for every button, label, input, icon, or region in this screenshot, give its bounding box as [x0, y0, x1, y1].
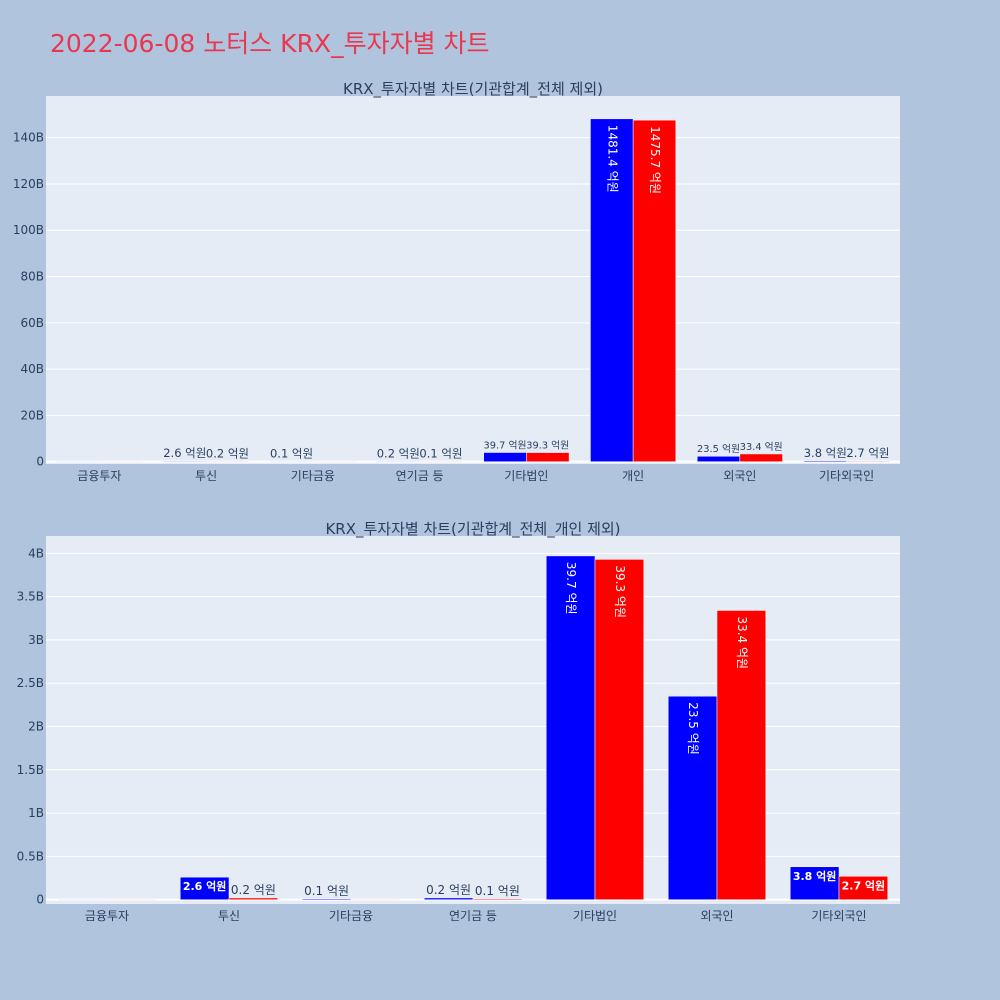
y-tick-label: 2B: [28, 719, 44, 733]
y-tick-label: 4B: [28, 546, 44, 560]
bar: [56, 461, 100, 463]
data-label: 39.3 억원: [613, 565, 627, 618]
bar: [228, 897, 279, 900]
bar: [163, 460, 207, 462]
bar: [423, 897, 474, 900]
data-label: 0.2 억원: [231, 883, 276, 897]
x-tick-label: 투신: [195, 469, 217, 483]
bar: [205, 461, 250, 463]
bar: [838, 876, 889, 900]
bar: [106, 899, 157, 901]
y-tick-label: 0: [36, 455, 44, 469]
x-tick-label: 외국인: [700, 909, 733, 923]
bar: [376, 461, 420, 463]
bar: [99, 461, 143, 463]
data-label: 33.4 억원: [740, 441, 783, 453]
bar: [667, 695, 718, 900]
x-tick-label: 기타외국인: [811, 909, 866, 923]
bar: [696, 455, 741, 462]
y-tick-label: 60B: [20, 316, 44, 330]
data-label: 39.3 억원: [526, 440, 569, 452]
data-label: 0.1 억원: [304, 884, 349, 898]
bar: [594, 559, 645, 900]
data-label: 0.2 억원: [206, 447, 249, 461]
y-tick-label: 0.5B: [17, 849, 44, 863]
data-label: 2.6 억원: [183, 879, 227, 893]
bar: [632, 119, 677, 462]
y-tick-label: 120B: [13, 177, 44, 191]
bar: [739, 453, 783, 462]
chart-bottom: KRX_투자자별 차트(기관합계_전체_개인 제외) 0 0.5B 1B 1.5B 2B 2…: [17, 520, 900, 923]
data-label: 23.5 억원: [697, 443, 740, 455]
bar: [803, 460, 847, 462]
data-label: 0.2 억원: [426, 883, 471, 897]
x-tick-label: 금융투자: [85, 909, 129, 923]
data-label: 0.1 억원: [270, 447, 313, 461]
bar: [526, 452, 570, 462]
y-tick-label: 3B: [28, 633, 44, 647]
x-tick-label: 기타법인: [573, 909, 617, 923]
x-tick-label: 외국인: [723, 469, 756, 483]
bar: [846, 460, 890, 462]
chart-title: KRX_투자자별 차트(기관합계_전체 제외): [343, 80, 603, 99]
bar: [301, 898, 352, 900]
bar: [545, 555, 596, 900]
x-tick-label: 금융투자: [77, 469, 121, 483]
x-tick-label: 연기금 등: [396, 469, 444, 483]
y-tick-label: 80B: [20, 270, 44, 284]
data-label: 39.7 억원: [564, 562, 578, 615]
y-tick-label: 2.5B: [17, 676, 44, 690]
data-label: 1481.4 억원: [605, 125, 619, 193]
data-label: 0.1 억원: [419, 447, 462, 461]
chart-title: KRX_투자자별 차트(기관합계_전체_개인 제외): [325, 520, 620, 539]
bar: [716, 610, 767, 900]
x-tick-label: 기타금융: [329, 909, 373, 923]
data-label: 0.2 억원: [377, 447, 420, 461]
data-label: 33.4 억원: [735, 616, 749, 669]
bar: [350, 899, 401, 901]
data-label: 3.8 억원: [793, 869, 837, 883]
plot-area: [46, 536, 900, 904]
page-title: 2022-06-08 노터스 KRX_투자자별 차트: [50, 29, 490, 58]
y-tick-label: 40B: [20, 362, 44, 376]
bar: [312, 461, 356, 463]
y-tick-label: 20B: [20, 408, 44, 422]
y-tick-label: 140B: [13, 131, 44, 145]
data-label: 3.8 억원: [804, 446, 847, 460]
data-label: 0.1 억원: [475, 884, 520, 898]
chart-top: KRX_투자자별 차트(기관합계_전체 제외) 0 20B 40B 60B 80B 100B…: [13, 80, 900, 483]
bar: [590, 118, 634, 462]
x-tick-label: 기타법인: [504, 469, 548, 483]
data-label: 23.5 억원: [686, 702, 700, 755]
y-tick-label: 0: [36, 893, 44, 907]
x-tick-label: 개인: [622, 469, 644, 483]
y-tick-label: 1B: [28, 806, 44, 820]
x-tick-label: 기타금융: [291, 469, 335, 483]
bar: [269, 461, 314, 463]
x-tick-label: 연기금 등: [449, 909, 497, 923]
y-tick-label: 3.5B: [17, 590, 44, 604]
data-label: 2.7 억원: [842, 878, 886, 892]
x-tick-label: 기타외국인: [819, 469, 874, 483]
data-label: 39.7 억원: [484, 439, 527, 451]
bar: [179, 876, 230, 900]
y-tick-label: 100B: [13, 223, 44, 237]
x-tick-label: 투신: [218, 909, 240, 923]
y-tick-label: 1.5B: [17, 763, 44, 777]
data-label: 2.7 억원: [846, 446, 889, 460]
data-label: 2.6 억원: [163, 446, 206, 460]
bar: [419, 461, 463, 463]
data-label: 1475.7 억원: [648, 126, 662, 194]
plot-area: [46, 96, 900, 464]
bar: [57, 899, 108, 901]
bar: [483, 452, 527, 462]
bar: [472, 898, 523, 900]
